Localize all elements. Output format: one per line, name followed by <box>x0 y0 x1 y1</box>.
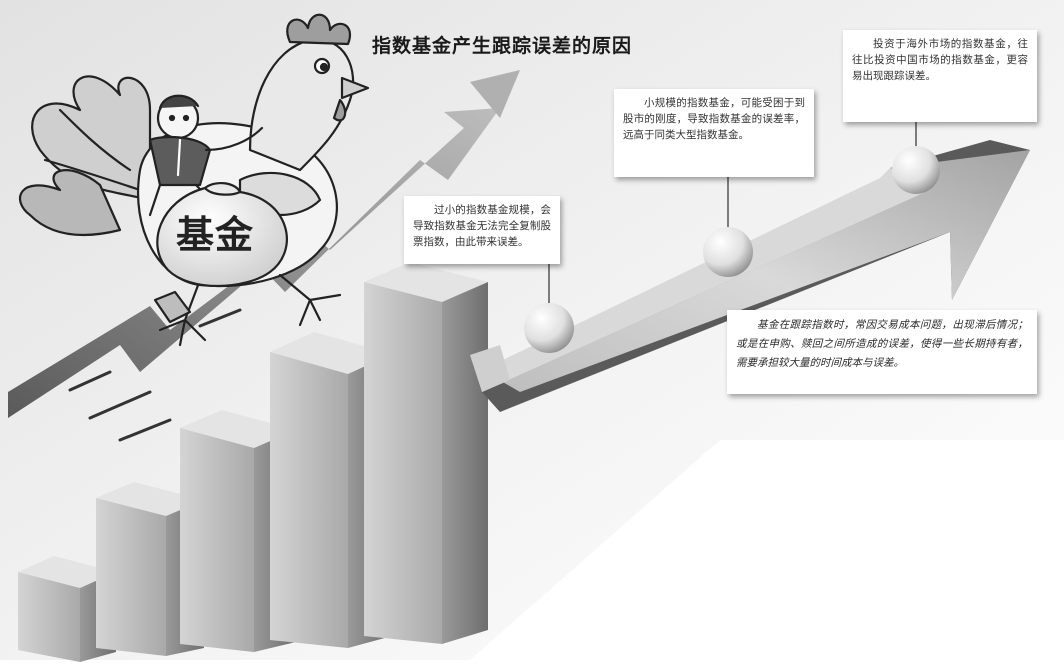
bar-staircase <box>18 262 488 662</box>
speed-lines <box>68 308 242 442</box>
callout-3: 投资于海外市场的指数基金，往往比投资中国市场的指数基金，更容易出现跟踪误差。 <box>843 30 1037 122</box>
callout-2: 小规模的指数基金，可能受困于到股市的刚度，导致指数基金的误差率，远高于同类大型指… <box>614 89 814 177</box>
rising-arrow <box>470 140 1030 412</box>
pearl-marker-icon <box>703 227 753 277</box>
infographic-title: 指数基金产生跟踪误差的原因 <box>372 35 633 57</box>
bar-5 <box>364 262 488 644</box>
pearl-marker-icon <box>892 146 940 194</box>
callout-4: 基金在跟踪指数时，常因交易成本问题，出现滞后情况；或是在申购、赎回之间所造成的误… <box>727 310 1037 394</box>
zigzag-arrow <box>8 70 520 418</box>
pearl-marker-icon <box>524 303 574 353</box>
money-bag-label: 基金 <box>176 213 255 257</box>
pearl-markers <box>524 146 940 353</box>
money-bag-icon <box>156 182 288 287</box>
callout-1: 过小的指数基金规模，会导致指数基金无法完全复制股票指数，由此带来误差。 <box>404 196 560 264</box>
